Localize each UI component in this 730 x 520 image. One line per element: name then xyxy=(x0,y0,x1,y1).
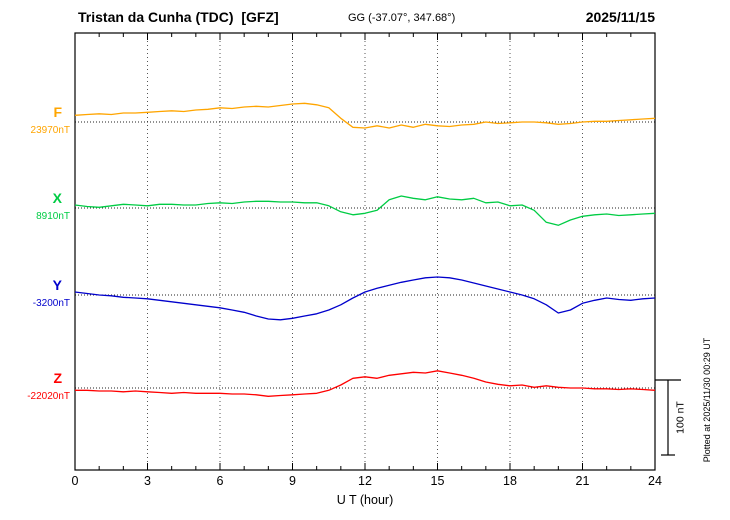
x-tick-label: 9 xyxy=(289,474,296,488)
trace-Y xyxy=(74,276,656,321)
x-tick-label: 6 xyxy=(216,474,224,488)
x-tick-label: 24 xyxy=(648,474,662,488)
scale-bar-label: 100 nT xyxy=(674,401,687,434)
x-tick-label: 15 xyxy=(430,474,445,488)
trace-X xyxy=(74,195,656,226)
series-baseline-Z: -22020nT xyxy=(27,391,70,402)
series-baseline-X: 8910nT xyxy=(36,211,70,222)
series-label-F: F xyxy=(53,104,62,120)
trace-Z xyxy=(75,370,656,397)
series-baseline-F: 23970nT xyxy=(30,125,70,136)
x-tick-label: 0 xyxy=(71,474,79,488)
x-tick-label: 3 xyxy=(144,474,151,488)
x-axis-title: U T (hour) xyxy=(336,493,394,507)
plot-date: 2025/11/15 xyxy=(585,9,655,25)
station-coordinates: GG (-37.07°, 347.68°) xyxy=(348,12,456,24)
station-title: Tristan da Cunha (TDC) [GFZ] xyxy=(78,9,279,25)
x-tick-label: 21 xyxy=(575,474,590,488)
plotted-at-note: Plotted at 2025/11/30 00:29 UT xyxy=(702,337,712,463)
x-tick-label: 12 xyxy=(358,474,372,488)
series-label-Z: Z xyxy=(53,370,62,386)
series-label-Y: Y xyxy=(52,277,62,293)
plot-frame xyxy=(74,32,656,471)
x-tick-label: 18 xyxy=(503,474,517,488)
series-baseline-Y: -3200nT xyxy=(32,298,70,309)
series-label-X: X xyxy=(52,190,62,206)
trace-F xyxy=(74,102,656,129)
